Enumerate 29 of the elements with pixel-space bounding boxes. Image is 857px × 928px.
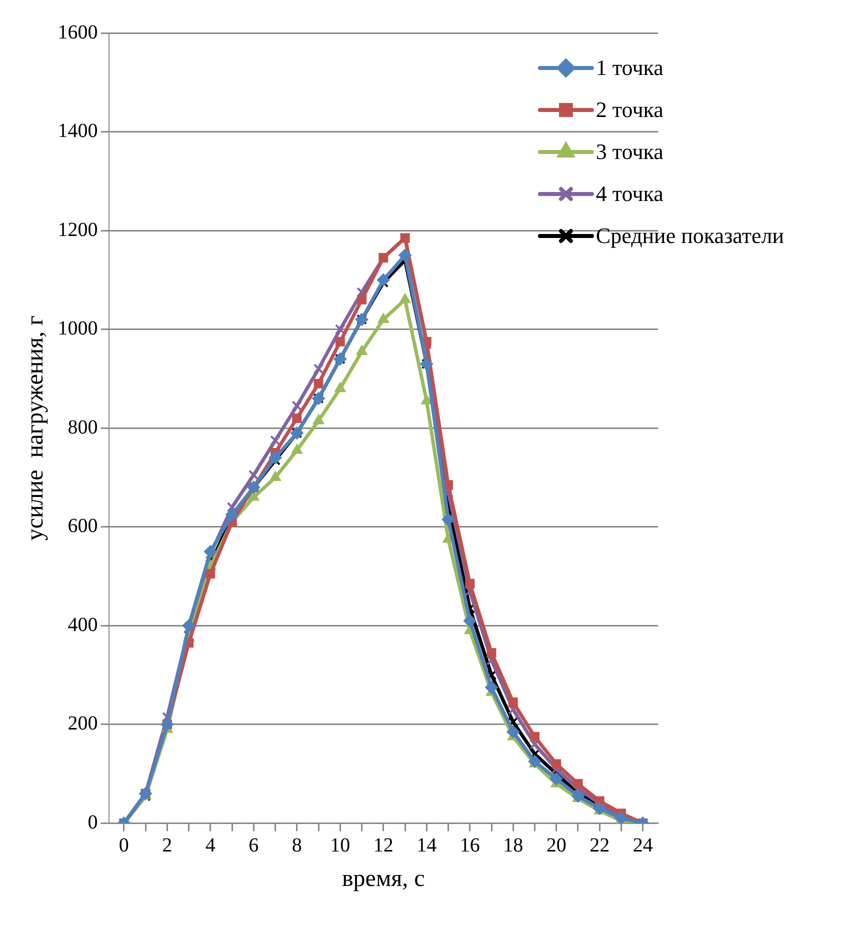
y-tick-label: 600 [68,515,98,538]
x-tick-label: 18 [503,834,524,856]
x-axis-title: время, с [342,866,425,892]
x-tick-label: 16 [460,834,480,856]
x-tick-label: 6 [248,834,259,856]
x-tick-label: 4 [205,834,216,856]
legend-label: 3 точка [596,138,664,164]
y-tick-label: 0 [88,811,98,834]
y-tick-label: 1600 [58,21,98,44]
x-tick-label: 20 [546,834,566,856]
legend-label: 1 точка [596,54,664,80]
y-axis-title: усилие нагружения, г [22,315,49,541]
y-tick-label: 200 [68,712,98,735]
x-tick-label: 22 [590,834,610,856]
x-tick-label: 10 [330,834,350,856]
legend-label: 2 точка [596,96,664,122]
legend-label: Средние показатели [596,222,784,248]
legend-label: 4 точка [596,180,664,206]
x-tick-label: 0 [118,834,129,856]
x-tick-label: 14 [416,834,437,856]
y-tick-label: 400 [68,614,98,636]
y-tick-label: 800 [68,416,98,438]
x-tick-label: 2 [162,834,172,856]
x-tick-label: 24 [632,834,653,856]
x-tick-label: 12 [373,834,394,856]
y-tick-label: 1000 [58,318,98,340]
y-tick-label: 1200 [58,218,98,241]
x-tick-label: 8 [292,834,302,856]
y-tick-label: 1400 [58,120,98,142]
